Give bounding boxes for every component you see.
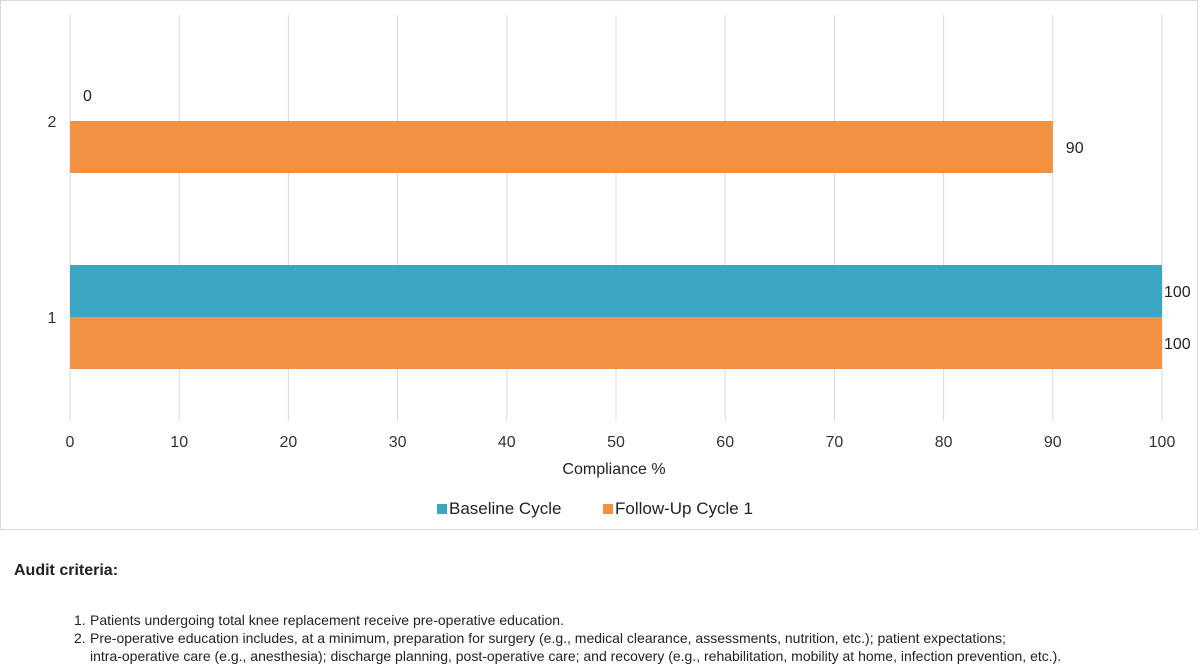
y-tick-label-1: 1: [48, 310, 57, 327]
x-tick-label-40: 40: [498, 434, 516, 451]
criteria-item-2-line-1: Pre-operative education includes, at a m…: [90, 630, 1006, 646]
criteria-item-2-line-2: intra-operative care (e.g., anesthesia);…: [90, 648, 1062, 664]
x-tick-label-50: 50: [607, 434, 625, 451]
criteria-item-1: 1. Patients undergoing total knee replac…: [74, 611, 1190, 629]
x-axis-label: Compliance %: [562, 461, 665, 478]
x-tick-label-70: 70: [826, 434, 844, 451]
data-label-1-baseline-cycle: 100: [1164, 284, 1191, 301]
bar-1-follow-up-cycle-1: [70, 317, 1162, 369]
criteria-item-1-line-1: Patients undergoing total knee replaceme…: [90, 612, 564, 628]
y-tick-label-2: 2: [48, 114, 57, 131]
legend-swatch-baseline-cycle: [437, 504, 447, 514]
x-tick-label-0: 0: [66, 434, 75, 451]
compliance-bar-chart: 0 10 20 30 40 50 60 70 80 90 100 Compliance % 1 2 100 1…: [48, 15, 1191, 518]
audit-criteria-list: 1. Patients undergoing total knee replac…: [74, 611, 1190, 665]
criteria-item-2: 2. Pre-operative education includes, at …: [74, 629, 1190, 665]
criteria-item-2-number: 2.: [74, 630, 86, 646]
legend-label-follow-up-cycle-1: Follow-Up Cycle 1: [615, 499, 753, 518]
x-tick-label-100: 100: [1149, 434, 1176, 451]
data-label-1-follow-up-cycle-1: 100: [1164, 336, 1191, 353]
chart-frame: 0 10 20 30 40 50 60 70 80 90 100 Compliance % 1 2 100 1…: [0, 0, 1198, 530]
x-tick-label-10: 10: [170, 434, 188, 451]
x-tick-label-20: 20: [280, 434, 298, 451]
bar-2-follow-up-cycle-1: [70, 121, 1053, 173]
legend-label-baseline-cycle: Baseline Cycle: [449, 499, 561, 518]
data-label-2-baseline-cycle: 0: [83, 88, 92, 105]
criteria-item-1-number: 1.: [74, 612, 86, 628]
x-tick-label-80: 80: [935, 434, 953, 451]
x-tick-label-60: 60: [716, 434, 734, 451]
x-tick-label-30: 30: [389, 434, 407, 451]
legend-swatch-follow-up-cycle-1: [603, 504, 613, 514]
bar-1-baseline-cycle: [70, 265, 1162, 317]
data-label-2-follow-up-cycle-1: 90: [1066, 140, 1084, 157]
audit-criteria-title: Audit criteria:: [14, 562, 119, 579]
x-tick-label-90: 90: [1044, 434, 1062, 451]
